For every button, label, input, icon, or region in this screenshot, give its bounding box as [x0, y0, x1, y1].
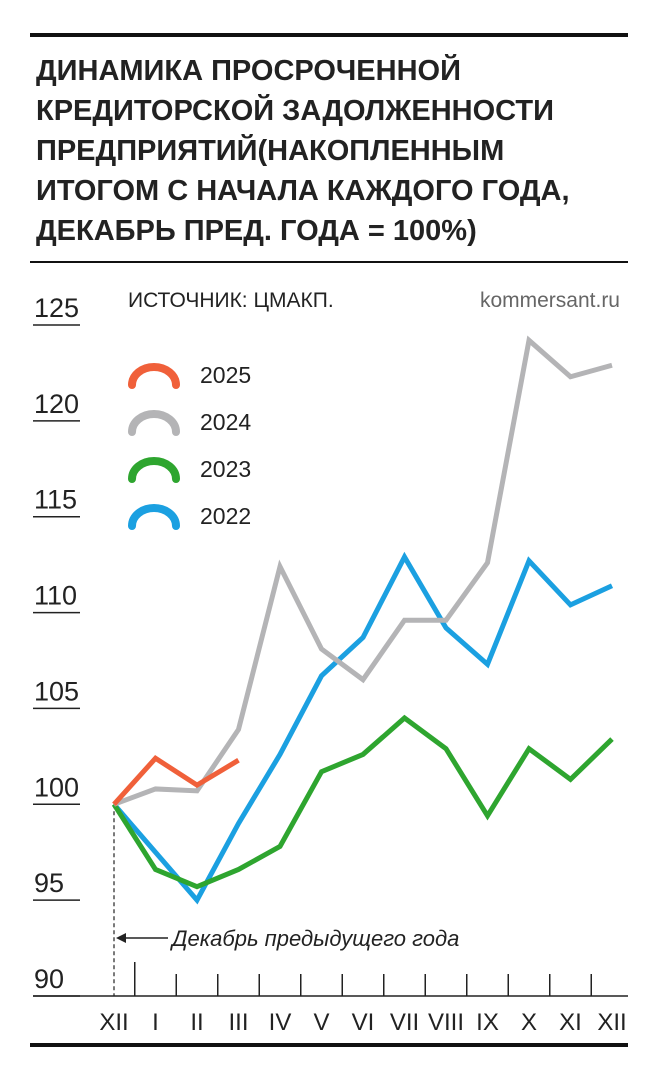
legend-swatch — [128, 504, 180, 530]
x-tick-label: XII — [99, 1009, 128, 1036]
series-line — [111, 714, 614, 890]
y-tick-label: 125 — [34, 293, 79, 323]
y-tick-label: 105 — [34, 676, 79, 706]
y-tick-label: 100 — [34, 772, 79, 802]
x-tick-label: I — [152, 1009, 159, 1036]
y-tick-label: 115 — [34, 485, 77, 515]
y-tick-label: 95 — [34, 868, 64, 898]
x-tick-label: V — [313, 1009, 329, 1036]
x-tick-label: III — [228, 1009, 248, 1036]
y-tick-label: 110 — [34, 581, 77, 611]
legend-swatch — [128, 457, 180, 483]
legend-swatch — [128, 363, 180, 389]
legend-swatch — [128, 410, 180, 436]
x-tick-label: VIII — [428, 1009, 464, 1036]
x-tick-label: II — [190, 1009, 203, 1036]
series-line — [113, 335, 613, 807]
x-tick-label: X — [521, 1009, 537, 1036]
x-tick-label: XII — [597, 1009, 626, 1036]
legend-label: 2022 — [200, 503, 251, 529]
y-tick-label: 120 — [34, 389, 79, 419]
legend-label: 2024 — [200, 409, 251, 435]
x-tick-label: IX — [476, 1009, 499, 1036]
chart-title: КРЕДИТОРСКОЙ ЗАДОЛЖЕННОСТИ — [36, 93, 554, 127]
y-tick-label: 90 — [34, 964, 64, 994]
source: ИСТОЧНИК: ЦМАКП. — [128, 289, 334, 312]
x-tick-label: IV — [269, 1009, 292, 1036]
legend-label: 2025 — [200, 362, 251, 388]
x-tick-label: VII — [390, 1009, 419, 1036]
series-line — [112, 755, 240, 806]
series-line — [112, 551, 614, 905]
credit: kommersant.ru — [480, 289, 620, 312]
arrow-head — [116, 933, 126, 943]
chart-title: ПРЕДПРИЯТИЙ(НАКОПЛЕННЫМ — [36, 133, 504, 167]
x-tick-label: XI — [559, 1009, 582, 1036]
legend-label: 2023 — [200, 456, 251, 482]
chart-title: ИТОГОМ С НАЧАЛА КАЖДОГО ГОДА, — [36, 175, 570, 207]
x-tick-label: VI — [352, 1009, 375, 1036]
chart-title: ДЕКАБРЬ ПРЕД. ГОДА = 100%) — [36, 215, 477, 247]
annotation: Декабрь предыдущего года — [169, 926, 459, 951]
chart-title: ДИНАМИКА ПРОСРОЧЕННОЙ — [36, 53, 461, 87]
